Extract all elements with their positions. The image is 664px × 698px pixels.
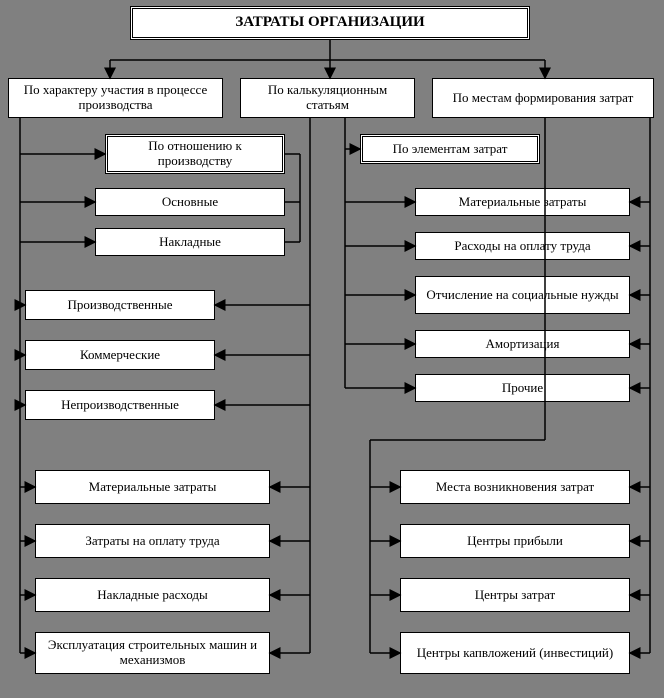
item-kommercheskie: Коммерческие xyxy=(25,340,215,370)
item-mat-zatraty-right: Материальные затраты xyxy=(415,188,630,216)
title-box: ЗАТРАТЫ ОРГАНИЗАЦИИ xyxy=(130,6,530,40)
item-proizvodstvennye: Производственные xyxy=(25,290,215,320)
header-2: По калькуляционным статьям xyxy=(240,78,415,118)
header-3: По местам формирования затрат xyxy=(432,78,654,118)
item-nakladnye: Накладные xyxy=(95,228,285,256)
subheader-1: По отношению к производству xyxy=(105,134,285,174)
item-centry-pribyli: Центры прибыли xyxy=(400,524,630,558)
item-nakladnye-rashody: Накладные расходы xyxy=(35,578,270,612)
item-prochie: Прочие xyxy=(415,374,630,402)
header-1: По характеру участия в процессе производ… xyxy=(8,78,223,118)
item-amortizatsiya: Амортизация xyxy=(415,330,630,358)
item-mesta-vozn: Места возникновения затрат xyxy=(400,470,630,504)
subheader-2: По элементам затрат xyxy=(360,134,540,164)
diagram-canvas: ЗАТРАТЫ ОРГАНИЗАЦИИ По характеру участия… xyxy=(0,0,664,698)
item-centry-zatrat: Центры затрат xyxy=(400,578,630,612)
item-ekspluatatsiya: Эксплуатация строительных машин и механи… xyxy=(35,632,270,674)
item-osnovnye: Основные xyxy=(95,188,285,216)
item-otchislenie: Отчисление на социальные нужды xyxy=(415,276,630,314)
item-rashody-oplata: Расходы на оплату труда xyxy=(415,232,630,260)
item-mat-zatraty-left: Материальные затраты xyxy=(35,470,270,504)
item-centry-kap: Центры капвложений (инвестиций) xyxy=(400,632,630,674)
item-neproizvodstvennye: Непроизводственные xyxy=(25,390,215,420)
item-zatraty-oplata: Затраты на оплату труда xyxy=(35,524,270,558)
